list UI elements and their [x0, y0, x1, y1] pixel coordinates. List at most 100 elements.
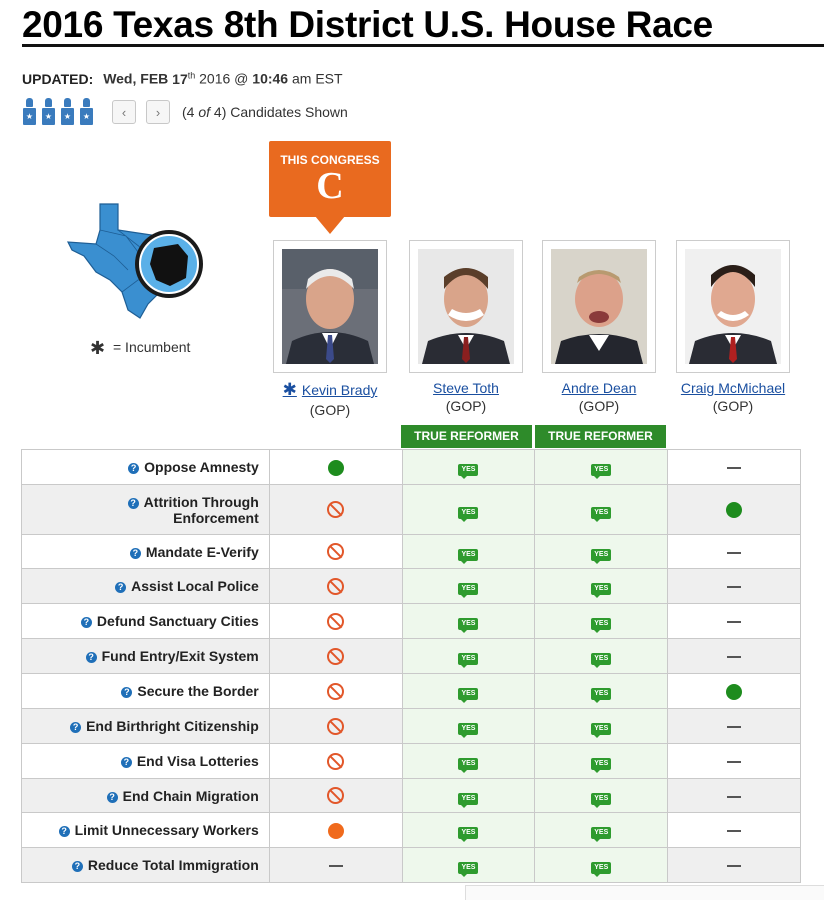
stance-cell: [667, 708, 801, 744]
issue-row: ? End Chain Migration YES YES: [21, 778, 801, 813]
issue-label: ? End Chain Migration: [21, 778, 270, 813]
stance-cell: YES: [401, 484, 536, 535]
prohibited-icon: [327, 577, 345, 595]
next-button[interactable]: ›: [146, 100, 170, 124]
portrait-icon: [282, 249, 378, 364]
stance-cell: YES: [534, 568, 669, 604]
help-icon[interactable]: ?: [128, 463, 140, 474]
stance-cell: YES: [401, 449, 536, 485]
stance-cell: [667, 638, 801, 674]
portrait-icon: [418, 249, 514, 364]
help-icon[interactable]: ?: [121, 687, 133, 698]
issue-row: ? Oppose Amnesty YES YES: [21, 449, 801, 485]
stance-cell: [268, 708, 403, 744]
green-dot-icon: [726, 502, 743, 519]
issue-row: ? Assist Local Police YES YES: [21, 568, 801, 604]
bottom-panel-edge: [465, 885, 824, 900]
help-icon[interactable]: ?: [71, 861, 83, 872]
portrait-icon: [551, 249, 647, 364]
page-title: 2016 Texas 8th District U.S. House Race: [22, 4, 713, 45]
stance-cell: [268, 484, 403, 535]
dash-icon: [727, 830, 742, 833]
candidate-name-link[interactable]: ✱ Kevin Brady: [282, 380, 378, 399]
yes-badge-icon: YES: [458, 723, 479, 738]
candidate-photo[interactable]: [542, 240, 656, 373]
issue-label-text: Mandate E-Verify: [145, 543, 259, 560]
true-reformer-badge: TRUE REFORMER: [535, 425, 666, 448]
issue-label-text: Fund Entry/Exit System: [101, 648, 259, 664]
orange-dot-icon: [327, 822, 344, 839]
podium-icon: ★: [41, 98, 56, 126]
prev-button[interactable]: ‹: [112, 100, 136, 124]
incumbent-asterisk-icon: ✱: [282, 380, 297, 399]
yes-badge-icon: YES: [591, 548, 612, 564]
yes-badge-icon: YES: [591, 792, 612, 808]
stance-cell: [667, 812, 801, 848]
stance-cell: [667, 449, 801, 485]
podium-icon: ★: [22, 98, 37, 126]
stance-cell: YES: [534, 449, 669, 485]
candidate-toolbar: ★ ★ ★ ★ ‹ › (4 of 4) Candidates Shown: [22, 98, 348, 126]
candidate-name-link[interactable]: Steve Toth: [433, 380, 499, 396]
stance-cell: [667, 673, 801, 709]
help-icon[interactable]: ?: [106, 791, 118, 803]
incumbent-legend: ✱ = Incumbent: [90, 338, 190, 359]
issue-label-text: End Birthright Citizenship: [86, 718, 259, 734]
stance-cell: YES: [401, 534, 536, 569]
stance-cell: [667, 603, 801, 639]
dash-icon: [727, 467, 742, 470]
yes-badge-icon: YES: [458, 618, 479, 633]
candidate-photo[interactable]: [676, 240, 790, 373]
help-icon[interactable]: ?: [58, 826, 70, 837]
issue-label-text: Secure the Border: [137, 683, 259, 699]
help-icon[interactable]: ?: [70, 722, 82, 733]
issue-row: ? Limit Unnecessary Workers YES YES: [21, 812, 801, 848]
help-icon[interactable]: ?: [120, 757, 132, 768]
updated-day: Wed, FEB: [103, 70, 169, 87]
issue-label: ? End Birthright Citizenship: [21, 708, 270, 744]
updated-line: UPDATED: Wed, FEB 17th 2016 @ 10:46 am E…: [22, 70, 343, 87]
help-icon[interactable]: ?: [127, 497, 139, 509]
title-divider: [22, 44, 824, 47]
yes-badge-icon: YES: [458, 792, 479, 808]
congress-grade: C: [316, 165, 344, 207]
candidate-photo[interactable]: [409, 240, 523, 373]
issue-label: ? Fund Entry/Exit System: [21, 638, 270, 674]
issue-row: ? Secure the Border YES YES: [21, 673, 801, 709]
issue-label-text: End Chain Migration: [122, 787, 259, 804]
stance-cell: [667, 743, 801, 779]
candidate-photo[interactable]: [273, 240, 387, 373]
stance-cell: [268, 638, 403, 674]
yes-badge-icon: YES: [458, 583, 479, 598]
chevron-left-icon: ‹: [121, 104, 127, 120]
help-icon[interactable]: ?: [115, 582, 127, 593]
issue-row: ? End Visa Lotteries YES YES: [21, 743, 801, 779]
candidate-card: Steve Toth (GOP): [409, 240, 523, 414]
yes-badge-icon: YES: [458, 827, 479, 842]
updated-time: 10:46: [252, 70, 289, 87]
candidate-name-link[interactable]: Andre Dean: [561, 380, 637, 396]
candidate-name-link[interactable]: Craig McMichael: [680, 380, 786, 396]
stance-cell: [268, 847, 403, 883]
yes-badge-icon: YES: [458, 653, 479, 668]
candidate-count-icons: ★ ★ ★ ★: [22, 98, 94, 126]
stance-cell: YES: [401, 743, 536, 779]
stance-cell: YES: [534, 638, 669, 674]
issue-label: ? Secure the Border: [21, 673, 270, 709]
dash-icon: [727, 656, 742, 659]
yes-badge-icon: YES: [458, 688, 479, 703]
stance-cell: [268, 568, 403, 604]
yes-badge-icon: YES: [458, 862, 479, 877]
help-icon[interactable]: ?: [85, 652, 97, 663]
help-icon[interactable]: ?: [80, 617, 92, 628]
stance-cell: YES: [534, 534, 669, 569]
true-reformer-badge: TRUE REFORMER: [401, 425, 532, 448]
help-icon[interactable]: ?: [129, 547, 141, 559]
stance-cell: [268, 778, 403, 813]
issue-label: ? Mandate E-Verify: [21, 534, 270, 569]
dash-icon: [727, 865, 742, 868]
yes-badge-icon: YES: [591, 583, 612, 598]
updated-ampm: am EST: [291, 70, 343, 87]
issue-row: ? Fund Entry/Exit System YES YES: [21, 638, 801, 674]
dash-icon: [727, 795, 742, 798]
